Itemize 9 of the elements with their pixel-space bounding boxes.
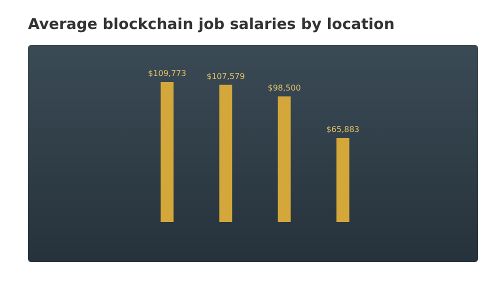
bar xyxy=(278,96,291,222)
data-label: $107,579 xyxy=(206,72,245,81)
data-label: $98,500 xyxy=(268,83,301,92)
data-label: $65,883 xyxy=(326,124,360,134)
data-label: $109,773 xyxy=(148,69,186,78)
bar xyxy=(160,82,174,222)
bar xyxy=(336,138,350,222)
chart-title: Average blockchain job salaries by location xyxy=(28,15,395,33)
bar xyxy=(219,84,232,222)
